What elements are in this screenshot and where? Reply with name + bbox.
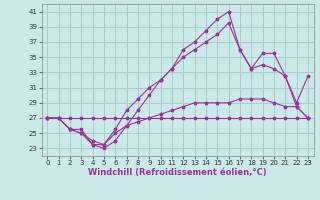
X-axis label: Windchill (Refroidissement éolien,°C): Windchill (Refroidissement éolien,°C) <box>88 168 267 177</box>
